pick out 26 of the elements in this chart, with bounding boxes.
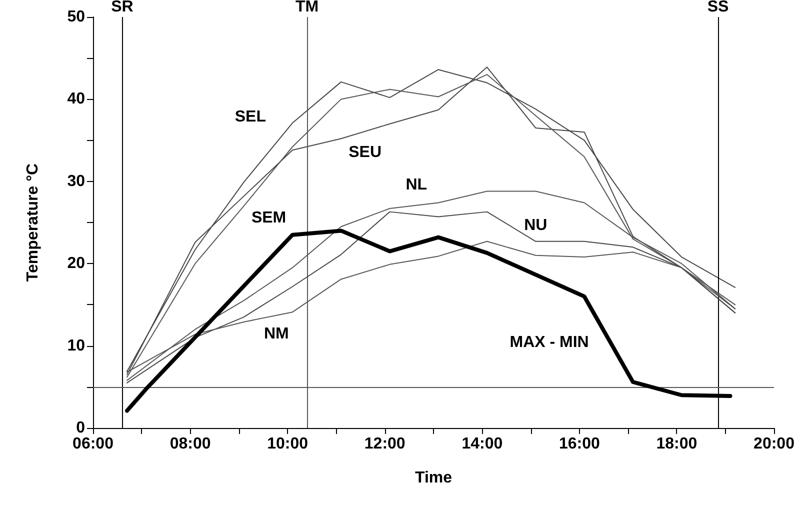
x-axis-title: Time: [414, 470, 452, 486]
x-tick-label: 20:00: [754, 436, 795, 452]
y-tick-label: 50: [67, 8, 86, 26]
x-tick-label: 08:00: [170, 436, 211, 452]
x-tick-label: 18:00: [656, 436, 698, 452]
series-label: NU: [524, 216, 548, 234]
x-tick-label: 12:00: [364, 436, 406, 452]
x-tick-label: 16:00: [558, 436, 600, 452]
series-label: SEU: [348, 144, 382, 162]
series-label: NL: [406, 176, 428, 194]
series-label: MAX - MIN: [510, 334, 589, 351]
x-tick-label: 06:00: [72, 436, 114, 452]
y-tick-label: 40: [67, 90, 86, 108]
series-label: SEM: [251, 210, 286, 227]
ref-line-label: SR: [111, 0, 134, 16]
y-tick-label: 30: [67, 172, 86, 190]
series-label: NM: [264, 326, 289, 343]
y-axis-title: Temperature °C: [24, 162, 42, 282]
x-tick-label: 14:00: [462, 436, 503, 452]
y-tick-label: 10: [67, 337, 86, 354]
ref-line-label: SS: [707, 0, 730, 16]
y-tick-label: 0: [76, 420, 86, 436]
y-tick-label: 20: [67, 255, 86, 272]
series-label: SEL: [234, 108, 266, 126]
x-tick-label: 10:00: [267, 436, 308, 452]
ref-line-label: TM: [295, 0, 319, 16]
